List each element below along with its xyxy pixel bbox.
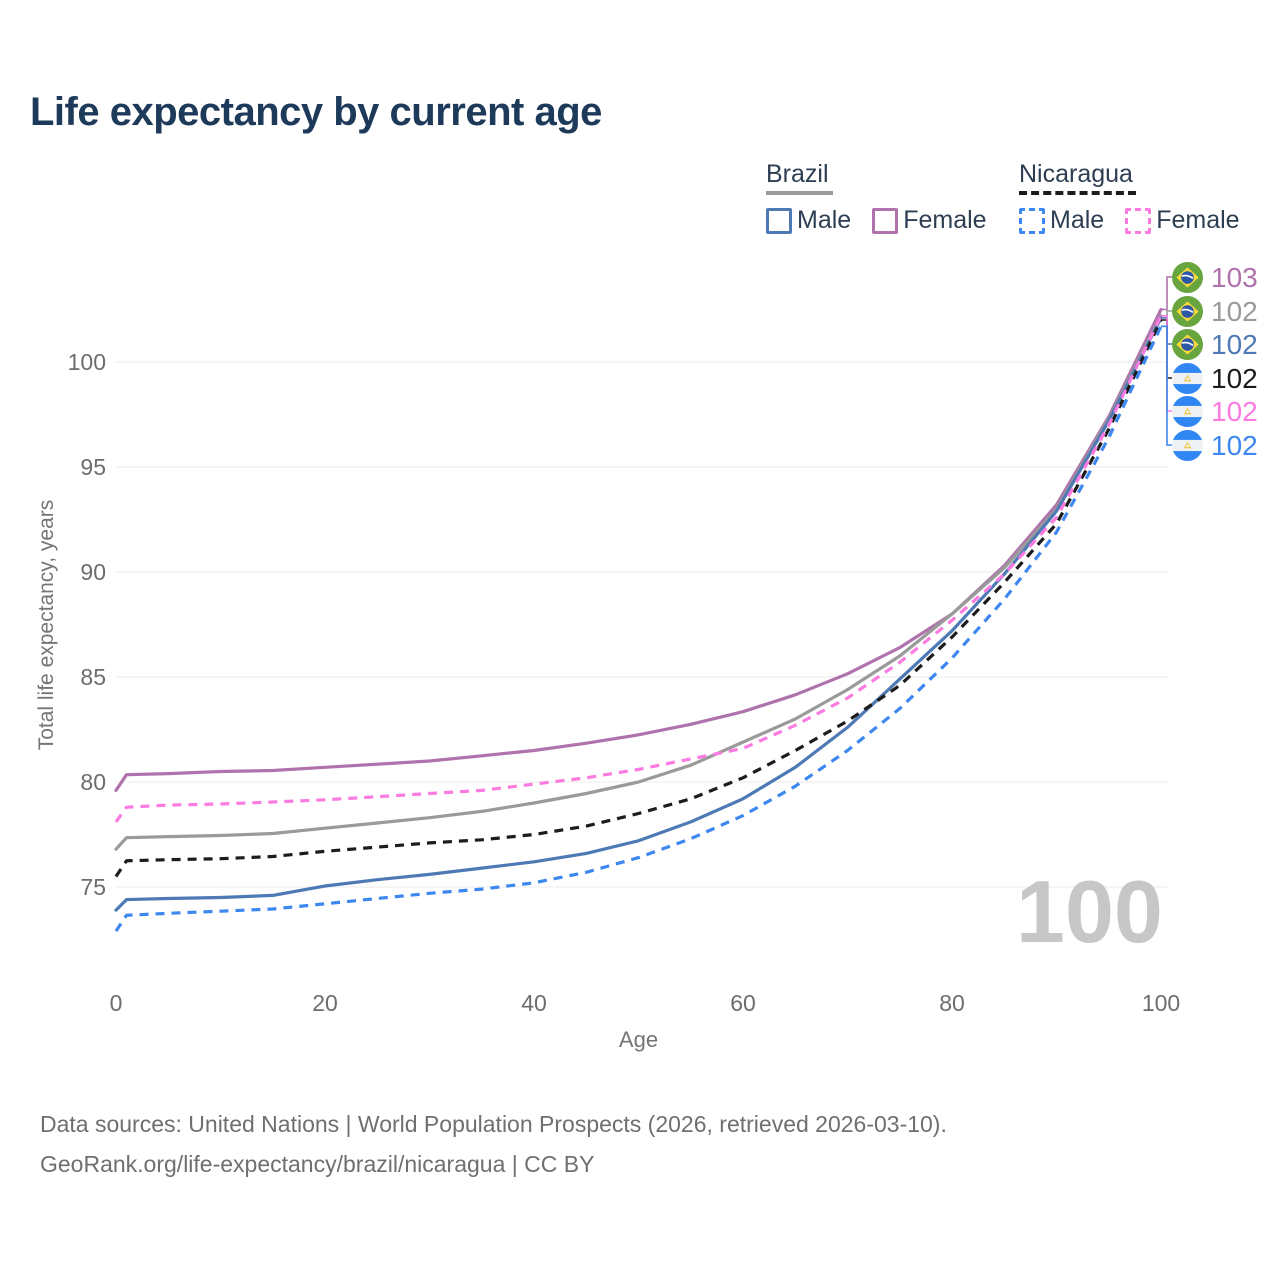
legend-nicaragua-underline — [1019, 191, 1136, 195]
endpoint-value: 102 — [1211, 429, 1258, 461]
y-tick-label-90: 90 — [80, 559, 106, 585]
nicaragua-female-swatch-icon — [1125, 207, 1152, 234]
x-tick-label-80: 80 — [939, 990, 965, 1016]
y-axis-title: Total life expectancy, years — [35, 499, 58, 751]
legend-nicaragua-title[interactable]: Nicaragua — [1019, 160, 1133, 188]
footer-data-sources: Data sources: United Nations | World Pop… — [40, 1111, 947, 1137]
footer-attribution: GeoRank.org/life-expectancy/brazil/nicar… — [40, 1151, 595, 1177]
legend-nicaragua-male-label: Male — [1050, 206, 1105, 234]
legend-brazil-title[interactable]: Brazil — [766, 160, 829, 188]
endpoint-row-2: 102 — [1172, 328, 1258, 360]
x-tick-label-0: 0 — [110, 990, 123, 1016]
legend-nicaragua-items: Male Female — [1019, 206, 1240, 235]
endpoint-row-1: 102 — [1172, 295, 1258, 327]
legend-nicaragua-female-label: Female — [1156, 206, 1240, 234]
series-line-2 — [114, 316, 1163, 912]
nicaragua-flag-icon — [1172, 362, 1203, 394]
endpoint-row-3: 102 — [1172, 362, 1258, 394]
endpoint-value: 102 — [1211, 362, 1258, 394]
endpoint-row-0: 103 — [1172, 261, 1258, 293]
legend-brazil-underline — [766, 191, 833, 195]
legend-brazil-female-label: Female — [903, 206, 987, 234]
leader-line-0 — [1161, 276, 1172, 311]
footer: Data sources: United Nations | World Pop… — [40, 1104, 947, 1184]
x-axis-title: Age — [618, 1027, 659, 1052]
x-tick-label-20: 20 — [312, 990, 338, 1016]
leader-line-5 — [1161, 325, 1172, 446]
age-watermark: 100 — [1016, 862, 1163, 961]
endpoint-row-4: 102 — [1172, 395, 1258, 427]
nicaragua-male-swatch-icon — [1019, 207, 1045, 234]
endpoint-value: 102 — [1211, 328, 1258, 360]
brazil-flag-icon — [1172, 328, 1203, 360]
brazil-female-swatch-icon — [872, 207, 899, 234]
x-tick-label-60: 60 — [730, 990, 756, 1016]
series-line-0 — [114, 307, 1163, 793]
series-line-3 — [114, 319, 1163, 878]
legend-group-nicaragua: Nicaragua Male Female — [1019, 161, 1240, 235]
legend-brazil-male[interactable]: Male — [766, 206, 851, 235]
legend-brazil-items: Male Female — [766, 206, 987, 235]
legend-brazil-female[interactable]: Female — [872, 206, 987, 235]
endpoint-row-5: 102 — [1172, 429, 1258, 461]
y-tick-label-75: 75 — [80, 874, 106, 900]
endpoint-value: 102 — [1211, 295, 1258, 327]
legend-brazil-male-label: Male — [797, 206, 852, 234]
legend-nicaragua-female[interactable]: Female — [1125, 206, 1240, 235]
x-tick-label-100: 100 — [1142, 990, 1180, 1016]
series-line-4 — [114, 315, 1163, 823]
chart-title: Life expectancy by current age — [30, 90, 602, 134]
series-line-5 — [114, 325, 1163, 932]
nicaragua-flag-icon — [1172, 395, 1203, 427]
x-tick-label-40: 40 — [521, 990, 547, 1016]
brazil-flag-icon — [1172, 295, 1203, 327]
brazil-flag-icon — [1172, 261, 1203, 293]
y-tick-label-95: 95 — [80, 454, 106, 480]
y-tick-label-80: 80 — [80, 769, 106, 795]
y-tick-label-100: 100 — [68, 349, 106, 375]
y-tick-label-85: 85 — [80, 664, 106, 690]
nicaragua-flag-icon — [1172, 429, 1203, 461]
endpoint-value: 102 — [1211, 395, 1258, 427]
endpoint-value: 103 — [1211, 261, 1258, 293]
legend-nicaragua-male[interactable]: Male — [1019, 206, 1104, 235]
legend-group-brazil: Brazil Male Female — [766, 161, 987, 235]
series-line-1 — [114, 314, 1163, 851]
brazil-male-swatch-icon — [766, 207, 792, 234]
